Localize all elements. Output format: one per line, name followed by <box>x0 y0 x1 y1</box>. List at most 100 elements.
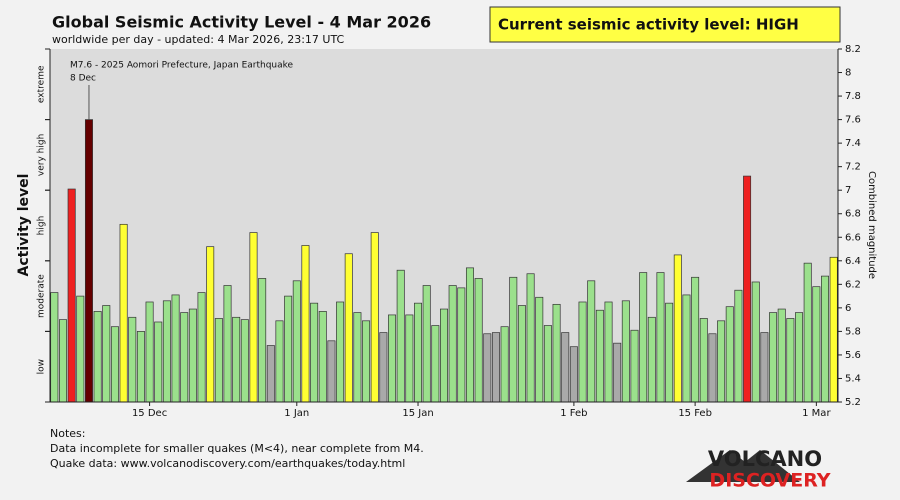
x-tick-label: 15 Feb <box>678 408 712 419</box>
bar <box>803 262 812 403</box>
bar <box>725 306 734 403</box>
bar <box>258 278 267 403</box>
x-tick-label: 15 Dec <box>132 408 167 419</box>
y2-tick-label: 8.2 <box>845 44 861 55</box>
y-axis-label: Activity level <box>16 174 32 277</box>
x-tick-label: 1 Mar <box>802 408 831 419</box>
y2-tick-label: 5.8 <box>845 326 861 337</box>
bar <box>405 314 414 403</box>
chart-title: Global Seismic Activity Level - 4 Mar 20… <box>52 13 431 32</box>
bar <box>422 285 431 403</box>
y2-tick-label: 6.8 <box>845 209 861 220</box>
bar <box>769 312 778 403</box>
bar <box>110 326 119 403</box>
bar <box>362 320 371 403</box>
level-label: moderate <box>37 274 47 318</box>
bar <box>448 285 457 403</box>
y2-tick-label: 6 <box>845 303 851 314</box>
y2-tick-label: 7.6 <box>845 115 861 126</box>
bar <box>440 308 448 403</box>
bar <box>483 333 492 403</box>
level-label: very high <box>37 134 47 176</box>
bar <box>621 300 630 403</box>
bar <box>379 332 388 403</box>
bar <box>587 280 596 403</box>
bar <box>673 254 682 403</box>
note: Quake data: www.volcanodiscovery.com/ear… <box>50 457 405 470</box>
logo: VOLCANO <box>708 447 822 471</box>
bar <box>751 281 760 403</box>
y2-tick-label: 7.4 <box>845 138 861 149</box>
bar <box>604 301 613 403</box>
bar <box>162 300 171 403</box>
bar <box>517 305 526 403</box>
bar <box>691 276 700 403</box>
bar <box>414 302 423 403</box>
x-tick-label: 15 Jan <box>402 408 433 419</box>
y2-tick-label: 6.2 <box>845 279 861 290</box>
y2-tick-label: 5.4 <box>845 373 861 384</box>
y2-tick-label: 7.8 <box>845 91 861 102</box>
status-text: Current seismic activity level: HIGH <box>498 16 799 34</box>
y2-tick-label: 6.6 <box>845 232 861 243</box>
status-box <box>489 6 841 43</box>
level-label: low <box>37 359 47 374</box>
bar <box>284 295 293 403</box>
bar <box>630 329 639 403</box>
bar <box>396 269 405 403</box>
bar <box>639 272 648 403</box>
x-tick-label: 1 Feb <box>560 408 587 419</box>
bar <box>682 294 691 403</box>
note: Data incomplete for smaller quakes (M<4)… <box>50 442 424 455</box>
bar <box>301 245 310 403</box>
bar <box>353 312 362 403</box>
bar <box>656 272 665 403</box>
bar <box>595 309 604 403</box>
bar <box>613 342 622 403</box>
y2-tick-label: 5.2 <box>845 397 861 408</box>
logo: DISCOVERY <box>709 470 830 492</box>
bar <box>500 326 509 403</box>
bar <box>457 287 466 403</box>
bar <box>543 325 552 403</box>
y2-tick-label: 8 <box>845 68 851 79</box>
bar <box>734 289 743 403</box>
bar <box>275 320 284 403</box>
bar <box>266 345 275 403</box>
y2-tick-label: 5.6 <box>845 350 861 361</box>
bar <box>180 312 189 403</box>
annotation-date: 8 Dec <box>70 74 96 84</box>
bar <box>388 314 397 403</box>
bar <box>552 303 561 403</box>
bar <box>370 232 379 403</box>
bar <box>777 308 786 403</box>
bar <box>717 320 726 403</box>
bar <box>526 273 535 403</box>
bar <box>786 318 795 403</box>
bar <box>561 332 570 403</box>
bar <box>102 305 111 403</box>
bar <box>509 276 518 403</box>
bar <box>743 175 752 403</box>
y2-tick-label: 6.4 <box>845 256 861 267</box>
bar <box>821 275 829 403</box>
bar <box>310 302 319 403</box>
bar <box>465 267 474 403</box>
x-tick-label: 1 Jan <box>284 408 309 419</box>
bar <box>812 286 821 403</box>
bar <box>535 296 544 403</box>
bar <box>431 325 440 403</box>
bar <box>171 294 180 403</box>
bar <box>188 308 197 403</box>
bar <box>760 332 769 403</box>
bar <box>795 312 804 403</box>
bar <box>665 302 674 403</box>
bar <box>214 318 223 403</box>
bar <box>76 295 85 403</box>
bar <box>154 321 163 403</box>
bar <box>829 256 838 403</box>
bar <box>474 278 483 403</box>
y2-tick-label: 7 <box>845 185 851 196</box>
bar <box>232 316 241 403</box>
